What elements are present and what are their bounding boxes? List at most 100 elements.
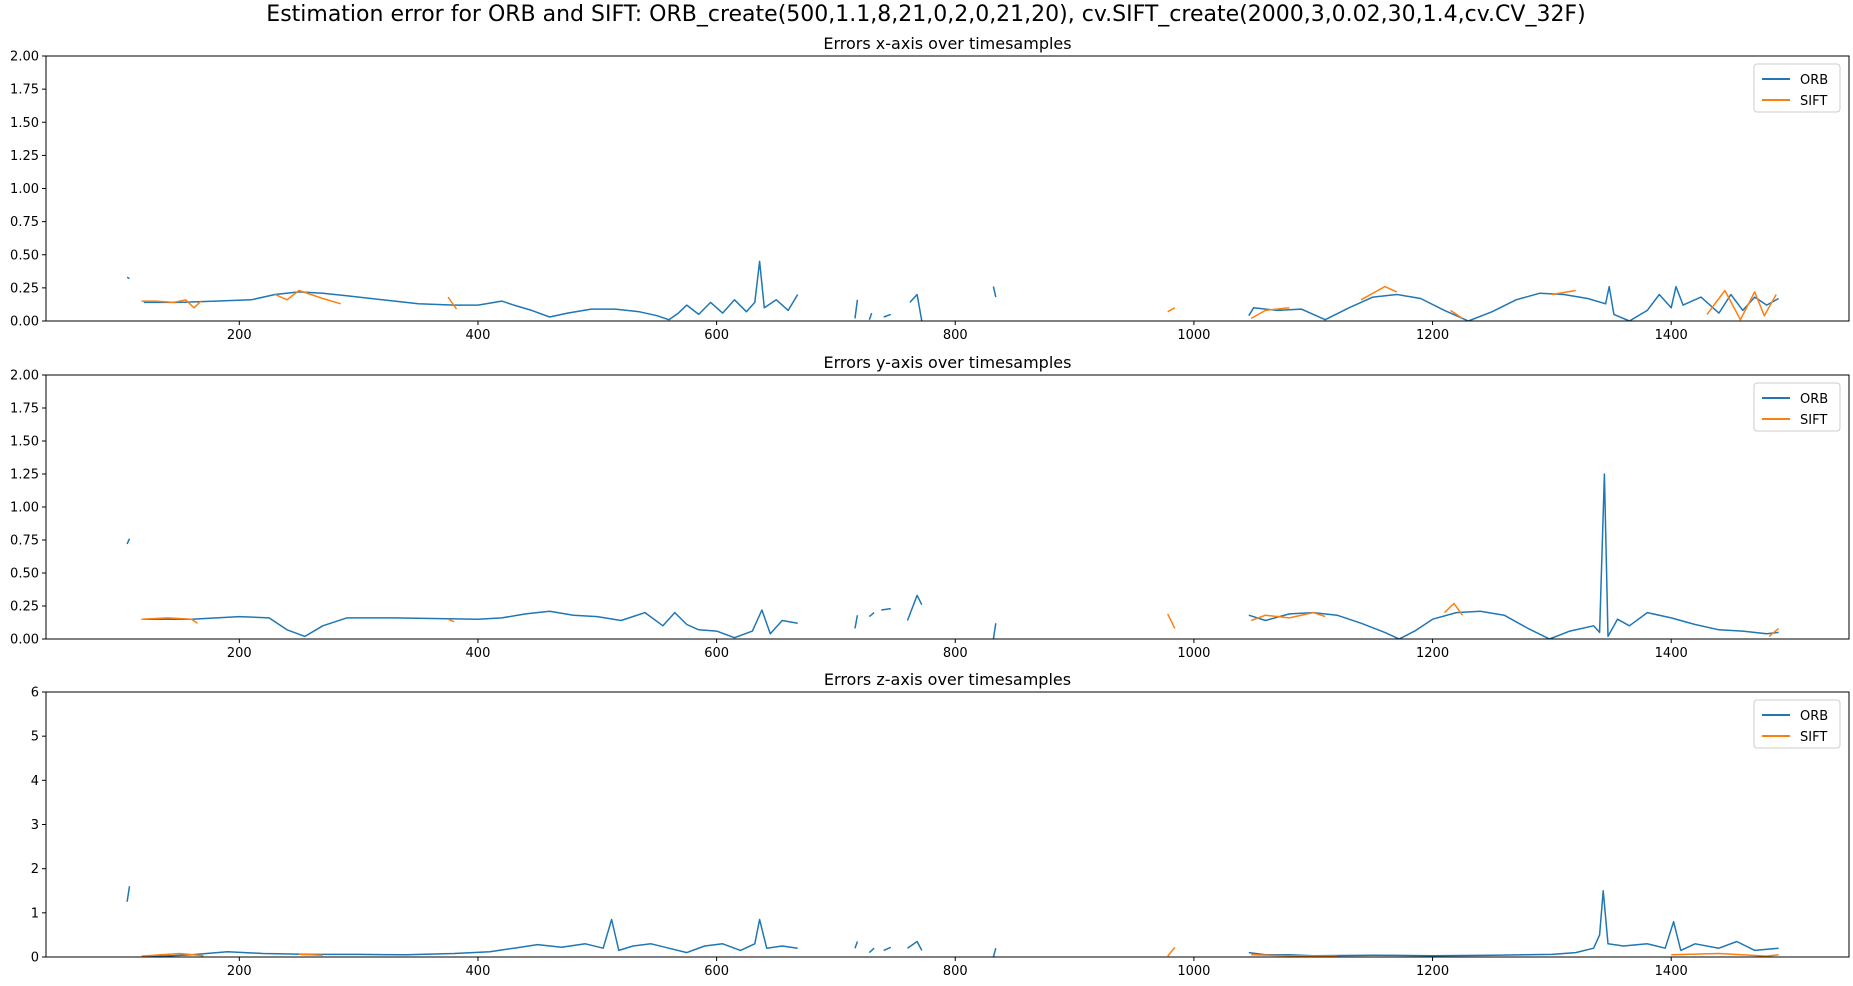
x-tick-label: 1200: [1416, 964, 1449, 979]
figure-suptitle: Estimation error for ORB and SIFT: ORB_c…: [266, 2, 1585, 27]
series-line-orb: [126, 538, 131, 545]
x-tick-label: 1400: [1655, 646, 1688, 661]
series-line-orb: [909, 293, 923, 321]
y-tick-label: 3: [31, 818, 39, 833]
series-line-orb: [854, 615, 859, 629]
y-tick-label: 1.25: [10, 149, 39, 164]
series-line-orb: [907, 940, 923, 951]
legend-label-orb: ORB: [1800, 73, 1828, 88]
series-line-sift: [274, 289, 341, 305]
x-tick-label: 600: [704, 328, 729, 343]
x-tick-label: 400: [466, 964, 491, 979]
y-tick-label: 2.00: [10, 369, 39, 384]
series-line-sift: [1360, 285, 1398, 301]
series-line-orb: [906, 594, 923, 621]
x-tick-label: 400: [466, 646, 491, 661]
y-tick-label: 0.50: [10, 567, 39, 582]
y-tick-label: 0.75: [10, 215, 39, 230]
series-line-orb: [992, 948, 997, 957]
series-line-orb: [883, 313, 892, 318]
subplot-1: Errors x-axis over timesamples 200 400 600 8…: [10, 34, 1850, 343]
x-tick-label: 200: [227, 964, 252, 979]
axes-frame: [45, 55, 1850, 322]
y-tick-label: 1.75: [10, 402, 39, 417]
x-tick-label: 1400: [1655, 964, 1688, 979]
series-line-sift: [1167, 613, 1176, 629]
subplot-3: Errors z-axis over timesamples 200 400 600 8…: [31, 670, 1850, 979]
y-tick-label: 2: [31, 862, 39, 877]
series-line-sift: [1706, 289, 1777, 321]
y-tick-label: 5: [31, 730, 39, 745]
series-line-sift: [447, 296, 458, 310]
x-tick-label: 1200: [1416, 328, 1449, 343]
x-tick-label: 200: [227, 328, 252, 343]
y-tick-label: 1.50: [10, 116, 39, 131]
y-tick-label: 6: [31, 686, 39, 701]
series-line-orb: [143, 260, 799, 321]
series-line-orb: [868, 312, 873, 320]
y-tick-label: 0.25: [10, 281, 39, 296]
axes-frame: [45, 374, 1850, 640]
series-line-orb: [143, 609, 798, 639]
legend-label-sift: SIFT: [1800, 94, 1827, 109]
legend-label-orb: ORB: [1800, 709, 1828, 724]
series-line-sift: [1450, 309, 1463, 320]
series-line-sift: [1250, 307, 1290, 320]
y-tick-label: 0.50: [10, 248, 39, 263]
y-tick-label: 1.75: [10, 83, 39, 98]
series-line-sift: [1768, 627, 1780, 637]
x-tick-label: 200: [227, 646, 252, 661]
series-line-sift: [141, 952, 204, 957]
series-line-sift: [141, 299, 202, 309]
series-line-orb: [992, 286, 997, 298]
subplot-title: Errors x-axis over timesamples: [823, 34, 1071, 53]
legend-label-sift: SIFT: [1800, 730, 1827, 745]
y-tick-label: 1.25: [10, 468, 39, 483]
x-tick-label: 800: [943, 964, 968, 979]
series-line-orb: [868, 947, 875, 954]
axes-frame: [45, 691, 1850, 958]
series-line-sift: [1551, 289, 1576, 296]
y-tick-label: 1.00: [10, 182, 39, 197]
legend-label-orb: ORB: [1800, 392, 1828, 407]
subplot-title: Errors z-axis over timesamples: [824, 670, 1071, 689]
series-line-sift: [1671, 952, 1779, 957]
series-line-orb: [126, 886, 131, 902]
legend-label-sift: SIFT: [1800, 413, 1827, 428]
y-tick-label: 1: [31, 906, 39, 921]
y-tick-label: 1.00: [10, 501, 39, 516]
series-line-orb: [1248, 285, 1779, 321]
series-line-orb: [883, 946, 892, 952]
y-tick-label: 2.00: [10, 50, 39, 65]
x-tick-label: 600: [704, 964, 729, 979]
series-line-sift: [1250, 611, 1326, 622]
y-tick-label: 0.00: [10, 633, 39, 648]
x-tick-label: 1000: [1177, 964, 1210, 979]
series-line-orb: [854, 299, 859, 319]
series-line-orb: [143, 918, 798, 957]
series-line-sift: [1251, 954, 1338, 957]
series-line-sift: [1443, 602, 1464, 616]
series-line-orb: [1248, 473, 1779, 639]
series-line-sift: [1167, 946, 1176, 957]
subplot-2: Errors y-axis over timesamples 200 400 600 8…: [10, 353, 1850, 661]
subplot-title: Errors y-axis over timesamples: [824, 353, 1072, 372]
y-tick-label: 0.25: [10, 600, 39, 615]
series-line-orb: [868, 612, 875, 618]
y-tick-label: 0.75: [10, 534, 39, 549]
series-line-orb: [126, 276, 130, 280]
series-line-orb: [992, 623, 997, 639]
series-line-orb: [854, 941, 859, 949]
series-line-orb: [1248, 890, 1779, 957]
x-tick-label: 600: [704, 646, 729, 661]
charts-root: Errors x-axis over timesamples 200 400 600 8…: [10, 34, 1850, 979]
x-tick-label: 400: [466, 328, 491, 343]
x-tick-label: 800: [943, 646, 968, 661]
y-tick-label: 0.00: [10, 315, 39, 330]
y-tick-label: 1.50: [10, 435, 39, 450]
y-tick-label: 0: [31, 951, 39, 966]
y-tick-label: 4: [31, 774, 39, 789]
series-line-sift: [141, 617, 198, 624]
series-line-orb: [881, 607, 891, 611]
